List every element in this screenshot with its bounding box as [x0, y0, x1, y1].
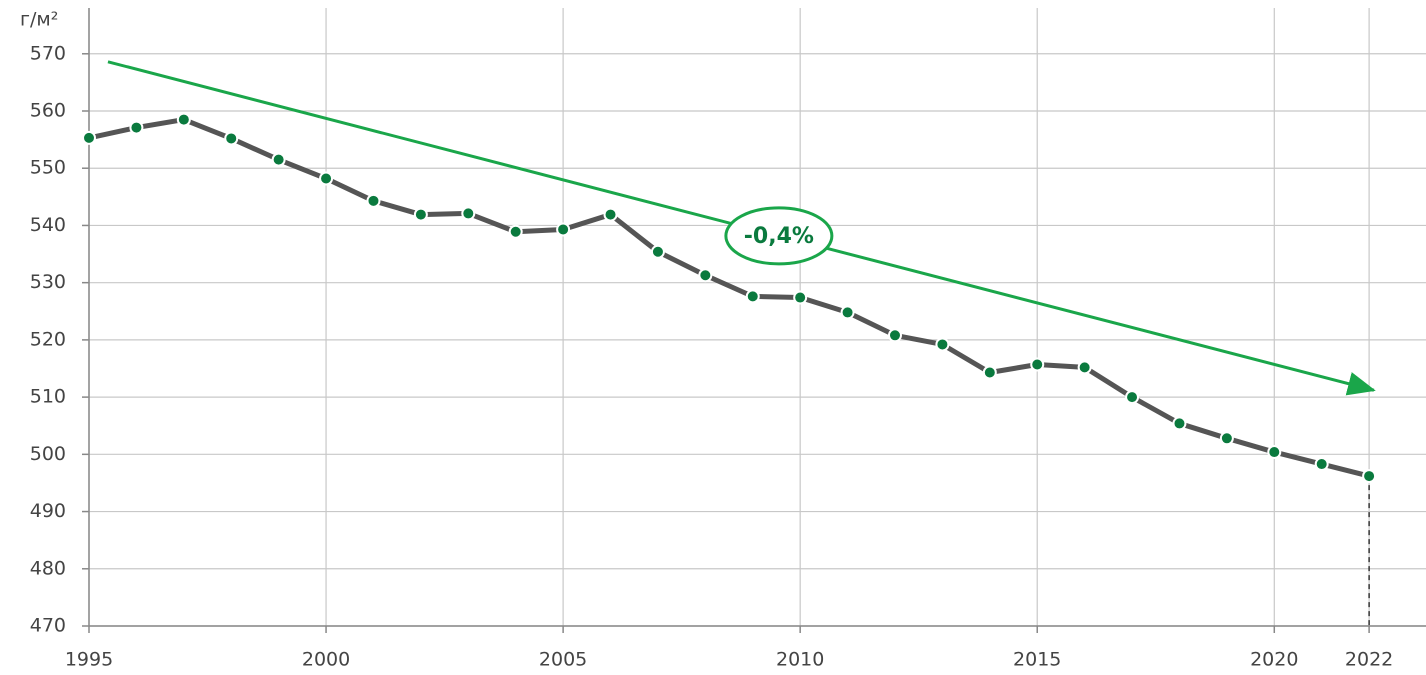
data-point: [82, 130, 96, 145]
data-point: [461, 206, 476, 221]
trend-label: -0,4%: [744, 224, 814, 249]
y-tick-label: 520: [30, 328, 66, 350]
data-point: [1125, 390, 1140, 405]
y-tick-label: 480: [30, 557, 66, 579]
x-tick-label: 2010: [776, 649, 824, 671]
data-point: [224, 131, 239, 146]
y-tick-label: 570: [30, 42, 66, 64]
data-point: [793, 290, 808, 305]
data-point: [1267, 445, 1282, 460]
data-point: [1362, 469, 1377, 484]
x-tick-label: 2022: [1345, 649, 1393, 671]
x-tick-label: 2000: [302, 649, 350, 671]
data-point: [698, 268, 713, 283]
data-point: [176, 112, 191, 127]
y-unit-label: г/м²: [20, 9, 58, 31]
data-point: [982, 365, 997, 380]
data-point: [1172, 416, 1187, 431]
data-point: [603, 207, 618, 222]
data-point: [650, 244, 665, 259]
data-point: [1219, 431, 1234, 446]
data-point: [887, 328, 902, 343]
y-tick-label: 540: [30, 214, 66, 236]
data-point: [840, 305, 855, 320]
y-tick-label: 510: [30, 386, 66, 408]
data-point: [1314, 457, 1329, 472]
data-point: [319, 171, 334, 186]
y-tick-label: 490: [30, 500, 66, 522]
data-point: [745, 289, 760, 304]
x-tick-label: 2020: [1250, 649, 1298, 671]
y-tick-label: 500: [30, 443, 66, 465]
data-point: [271, 152, 286, 167]
data-point: [1077, 360, 1092, 375]
data-point: [129, 120, 144, 135]
x-tick-label: 2015: [1013, 649, 1061, 671]
data-point: [366, 193, 381, 208]
x-tick-label: 2005: [539, 649, 587, 671]
data-point: [508, 224, 523, 239]
data-line: [88, 117, 1370, 479]
data-point: [935, 337, 950, 352]
y-tick-label: 560: [30, 100, 66, 122]
y-tick-label: 530: [30, 271, 66, 293]
data-point: [556, 222, 571, 237]
data-point: [1030, 357, 1045, 372]
y-tick-label: 470: [30, 615, 66, 637]
trend-label-badge: [724, 206, 834, 266]
y-tick-label: 550: [30, 157, 66, 179]
data-point: [413, 207, 428, 222]
x-tick-label: 1995: [65, 649, 113, 671]
